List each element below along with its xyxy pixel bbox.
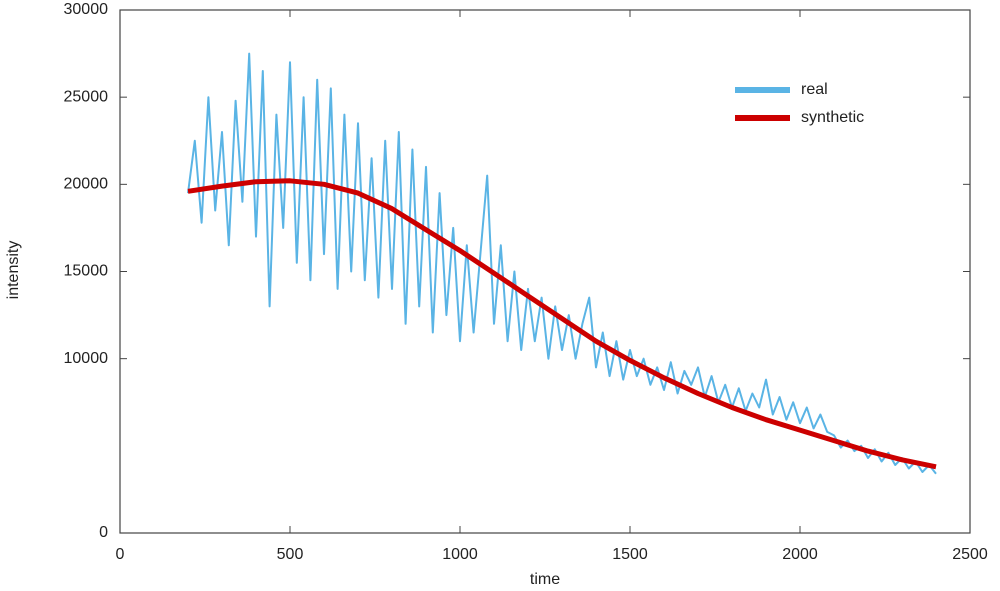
y-tick-label: 30000 [64, 1, 109, 18]
y-tick-label: 10000 [64, 350, 109, 367]
y-tick-label: 15000 [64, 263, 109, 280]
y-tick-label: 0 [99, 524, 108, 541]
x-tick-label: 1500 [612, 546, 648, 563]
y-axis-label: intensity [5, 241, 22, 300]
x-tick-label: 1000 [442, 546, 478, 563]
x-tick-label: 500 [277, 546, 304, 563]
y-tick-label: 25000 [64, 88, 109, 105]
series-line [187, 52, 937, 475]
x-axis-label: time [530, 571, 560, 588]
x-tick-label: 0 [116, 546, 125, 563]
y-tick-label: 20000 [64, 176, 109, 193]
series-line [187, 178, 937, 470]
x-tick-label: 2500 [952, 546, 988, 563]
legend-label: synthetic [801, 109, 864, 126]
x-tick-label: 2000 [782, 546, 818, 563]
legend-label: real [801, 81, 828, 98]
